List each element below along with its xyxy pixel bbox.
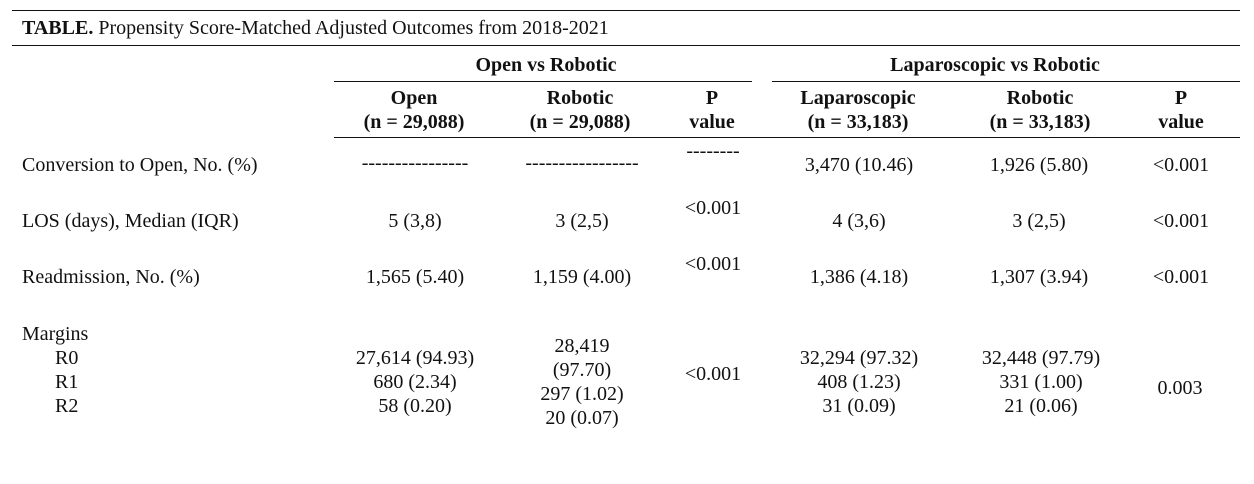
- cell-conversion-p-2: <0.001: [1152, 154, 1210, 176]
- group-header-laparoscopic-vs-robotic: Laparoscopic vs Robotic: [890, 54, 1100, 76]
- cell-margins-open: 27,614 (94.93) 680 (2.34) 58 (0.20): [356, 346, 474, 418]
- cell-margins-laparoscopic-r1: 408 (1.23): [817, 371, 901, 393]
- cell-conversion-laparoscopic: 3,470 (10.46): [804, 154, 914, 176]
- col-header-p-value-1: P value: [689, 86, 735, 134]
- col-header-robotic-1-name: Robotic: [546, 87, 614, 109]
- cell-conversion-robotic-1: -----------------: [525, 152, 639, 174]
- col-header-robotic-1: Robotic (n = 29,088): [530, 86, 631, 134]
- group-rule-laparoscopic-vs-robotic: [772, 81, 1240, 82]
- header-rule: [334, 137, 1240, 138]
- cell-margins-robotic-1-r0-count: 28,419: [554, 335, 610, 357]
- cell-margins-open-r0: 27,614 (94.93): [355, 347, 475, 369]
- group-header-open-vs-robotic: Open vs Robotic: [475, 54, 617, 76]
- cell-los-robotic-2: 3 (2,5): [1012, 210, 1066, 232]
- col-header-laparoscopic-name: Laparoscopic: [800, 87, 916, 109]
- cell-margins-robotic-2-r2: 21 (0.06): [1004, 395, 1078, 417]
- cell-conversion-open: ----------------: [361, 152, 469, 174]
- top-rule: [12, 10, 1240, 11]
- col-header-p-value-1-line2: value: [689, 111, 735, 133]
- cell-margins-robotic-2-r1: 331 (1.00): [999, 371, 1083, 393]
- row-label-los: LOS (days), Median (IQR): [22, 210, 239, 232]
- row-label-margins: Margins: [22, 323, 89, 345]
- cell-margins-laparoscopic-r2: 31 (0.09): [822, 395, 896, 417]
- cell-los-p-1: <0.001: [684, 197, 742, 219]
- cell-readmission-laparoscopic: 1,386 (4.18): [809, 266, 909, 288]
- cell-margins-robotic-2-r0: 32,448 (97.79): [981, 347, 1101, 369]
- cell-los-robotic-1: 3 (2,5): [555, 210, 609, 232]
- cell-los-open: 5 (3,8): [388, 210, 442, 232]
- table-title-label: TABLE.: [22, 17, 94, 39]
- cell-readmission-open: 1,565 (5.40): [365, 266, 465, 288]
- col-header-p-value-2-line1: P: [1174, 87, 1188, 109]
- col-header-p-value-2-line2: value: [1158, 111, 1204, 133]
- cell-margins-open-r2: 58 (0.20): [378, 395, 452, 417]
- group-rule-open-vs-robotic: [334, 81, 752, 82]
- cell-margins-robotic-2: 32,448 (97.79) 331 (1.00) 21 (0.06): [982, 346, 1100, 418]
- cell-conversion-p-1: --------: [686, 140, 740, 162]
- cell-los-laparoscopic: 4 (3,6): [832, 210, 886, 232]
- col-header-robotic-2-name: Robotic: [1006, 87, 1074, 109]
- table-title: TABLE. Propensity Score-Matched Adjusted…: [22, 16, 609, 40]
- table-title-text: Propensity Score-Matched Adjusted Outcom…: [98, 17, 609, 39]
- col-header-p-value-1-line1: P: [705, 87, 719, 109]
- cell-margins-p-1: <0.001: [684, 363, 742, 385]
- cell-readmission-robotic-1: 1,159 (4.00): [532, 266, 632, 288]
- cell-los-p-2: <0.001: [1152, 210, 1210, 232]
- col-header-open: Open (n = 29,088): [364, 86, 465, 134]
- col-header-open-n: (n = 29,088): [363, 111, 465, 133]
- row-label-conversion: Conversion to Open, No. (%): [22, 154, 258, 176]
- col-header-laparoscopic: Laparoscopic (n = 33,183): [800, 86, 915, 134]
- cell-conversion-robotic-2: 1,926 (5.80): [989, 154, 1089, 176]
- cell-margins-robotic-1-r1: 297 (1.02): [540, 383, 624, 405]
- cell-margins-robotic-1-r0-pct: (97.70): [552, 359, 612, 381]
- sublabel-r2: R2: [55, 395, 79, 417]
- cell-margins-laparoscopic: 32,294 (97.32) 408 (1.23) 31 (0.09): [800, 346, 918, 418]
- col-header-p-value-2: P value: [1158, 86, 1204, 134]
- sublabel-r0: R0: [55, 347, 79, 369]
- cell-margins-open-r1: 680 (2.34): [373, 371, 457, 393]
- cell-readmission-p-1: <0.001: [684, 253, 742, 275]
- cell-readmission-robotic-2: 1,307 (3.94): [989, 266, 1089, 288]
- row-label-readmission: Readmission, No. (%): [22, 266, 200, 288]
- col-header-robotic-1-n: (n = 29,088): [529, 111, 631, 133]
- col-header-robotic-2: Robotic (n = 33,183): [990, 86, 1091, 134]
- cell-margins-p-2: 0.003: [1157, 377, 1203, 399]
- col-header-laparoscopic-n: (n = 33,183): [807, 111, 909, 133]
- title-rule: [12, 45, 1240, 46]
- cell-readmission-p-2: <0.001: [1152, 266, 1210, 288]
- col-header-open-name: Open: [390, 87, 438, 109]
- cell-margins-laparoscopic-r0: 32,294 (97.32): [799, 347, 919, 369]
- sublabel-r1: R1: [55, 371, 79, 393]
- cell-margins-robotic-1-r2: 20 (0.07): [545, 407, 619, 429]
- col-header-robotic-2-n: (n = 33,183): [989, 111, 1091, 133]
- cell-margins-robotic-1: 28,419 (97.70) 297 (1.02) 20 (0.07): [540, 334, 623, 430]
